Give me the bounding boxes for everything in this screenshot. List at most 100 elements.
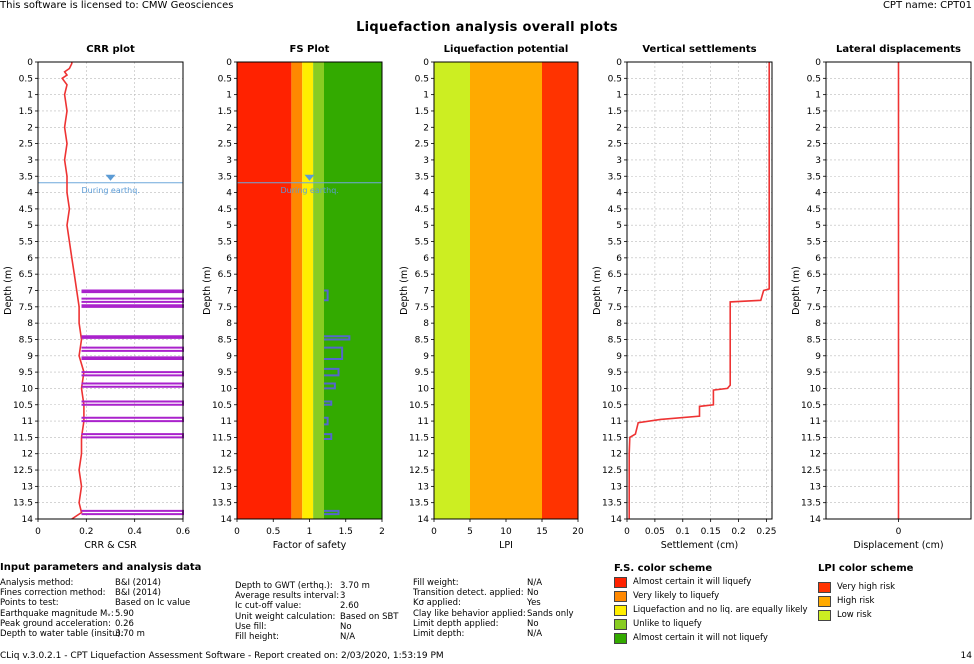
crr-series-segment [81,416,184,423]
settle-ytick-label: 12.5 [602,466,622,476]
settle-ytick-label: 9.5 [608,368,622,378]
lateral-ytick-label: 11 [810,417,821,427]
fs-ytick-label: 13.5 [212,499,232,509]
settle-xtick-label: 0 [624,527,630,537]
crr-ytick-label: 12 [22,450,33,460]
crr-ytick-label: 12.5 [13,466,33,476]
legend-label: Almost certain it will not liquefy [633,633,768,643]
lpi-ytick-label: 13 [418,482,429,492]
lateral-ytick-label: 14 [810,515,822,525]
crr-series-segment [81,335,184,339]
settle-ytick-label: 0.5 [608,74,622,84]
settle-ytick-label: 9 [616,352,622,362]
lateral-ytick-label: 4.5 [807,205,821,215]
lpi-band-1 [470,62,542,519]
param-value: Yes [527,598,541,609]
fs-series-segment [324,433,333,441]
fs-ytick-label: 8.5 [218,335,232,345]
crr-ytick-label: 6.5 [19,270,33,280]
legend-label: Liquefaction and no liq. are equally lik… [633,605,808,615]
legend-swatch [614,633,627,644]
fs-ytick-label: 9 [226,352,232,362]
settle-ytick-label: 7 [616,287,622,297]
lpi-ytick-label: 1 [423,91,429,101]
settle-ytick-label: 13 [611,482,622,492]
fs-ytick-label: 7 [226,287,232,297]
param-value: Based on SBT [340,611,399,622]
param-value: 5.90 [115,608,134,619]
fs-xtick-label: 0 [234,527,240,537]
fs-xtick-label: 0.5 [266,527,280,537]
crr-xtick-label: 0.6 [176,527,191,537]
crr-series-segment [81,356,184,361]
footer-text: CLiq v.3.0.2.1 - CPT Liquefaction Assess… [0,651,444,661]
settle-ytick-label: 13.5 [602,499,622,509]
lpi-ytick-label: 6 [423,254,429,264]
lateral-xtick-label: 0 [896,527,902,537]
fs-ytick-label: 8 [226,319,232,329]
fs-ylabel: Depth (m) [202,266,213,315]
settle-chart-title: Vertical settlements [642,44,756,55]
crr-frame [37,61,184,520]
legend-label: Unlike to liquefy [633,619,702,629]
fs-ytick-label: 2 [226,123,232,133]
lateral-ytick-label: 13 [810,482,821,492]
settle-xtick-label: 0.2 [731,527,745,537]
fs-ytick-label: 5.5 [218,238,232,248]
lpi-ytick-label: 8 [423,319,429,329]
fs-xlabel: Factor of safety [273,540,347,551]
lpi-band-2 [542,62,578,519]
lateral-ytick-label: 5.5 [807,238,821,248]
lpi-ytick-label: 13.5 [409,499,429,509]
legend-swatch [818,610,831,621]
crr-ytick-label: 2.5 [19,140,33,150]
lpi-xtick-label: 15 [536,527,547,537]
crr-ytick-label: 13 [22,482,33,492]
lpi-legend-heading: LPI color scheme [818,563,914,574]
param-label: Analysis method: [0,578,74,588]
crr-ytick-label: 8 [27,319,33,329]
crr-ytick-label: 2 [27,123,33,133]
param-label: Peak ground acceleration: [0,618,111,629]
lateral-ytick-label: 6 [815,254,821,264]
settle-ytick-label: 1.5 [608,107,622,117]
inputs-heading: Input parameters and analysis data [0,562,202,573]
param-label: Fill weight: [413,578,459,588]
fs-gwt-annotation: During earthq. [281,186,339,195]
legend-label: Very likely to liquefy [633,591,720,601]
settle-xlabel: Settlement (cm) [661,540,739,551]
lateral-ytick-label: 0 [815,58,821,68]
crr-xtick-label: 0.2 [79,527,93,537]
lpi-ytick-label: 6.5 [415,270,429,280]
settle-ylabel: Depth (m) [592,266,603,315]
lateral-ytick-label: 12.5 [801,466,821,476]
lpi-ytick-label: 10 [418,384,430,394]
settle-ytick-label: 4 [616,189,622,199]
lateral-ytick-label: 5 [815,221,821,231]
lateral-ytick-label: 9 [815,352,821,362]
legend-swatch [818,596,831,607]
crr-series-segment [81,297,184,303]
fs-ytick-label: 6.5 [218,270,232,280]
fs-ytick-label: 7.5 [218,303,232,313]
fs-band-2 [302,62,314,519]
crr-series-line [61,62,85,520]
lpi-ytick-label: 10.5 [409,401,429,411]
lpi-xtick-label: 5 [467,527,473,537]
fs-ytick-label: 12 [221,450,232,460]
crr-ytick-label: 4.5 [19,205,33,215]
lateral-ytick-label: 10.5 [801,401,821,411]
crr-ylabel: Depth (m) [3,266,14,315]
param-value: N/A [340,632,356,642]
fs-series-segment [324,289,329,302]
fs-ytick-label: 9.5 [218,368,232,378]
fs-ytick-label: 12.5 [212,466,232,476]
lateral-ylabel: Depth (m) [791,266,802,315]
legend-label: High risk [837,596,875,606]
fs-ytick-label: 0.5 [218,74,232,84]
fs-band-4 [324,62,382,519]
param-label: Clay like behavior applied: [413,608,526,619]
fs-series-segment [324,335,351,341]
crr-ytick-label: 8.5 [19,335,33,345]
fs-ytick-label: 0 [226,58,232,68]
